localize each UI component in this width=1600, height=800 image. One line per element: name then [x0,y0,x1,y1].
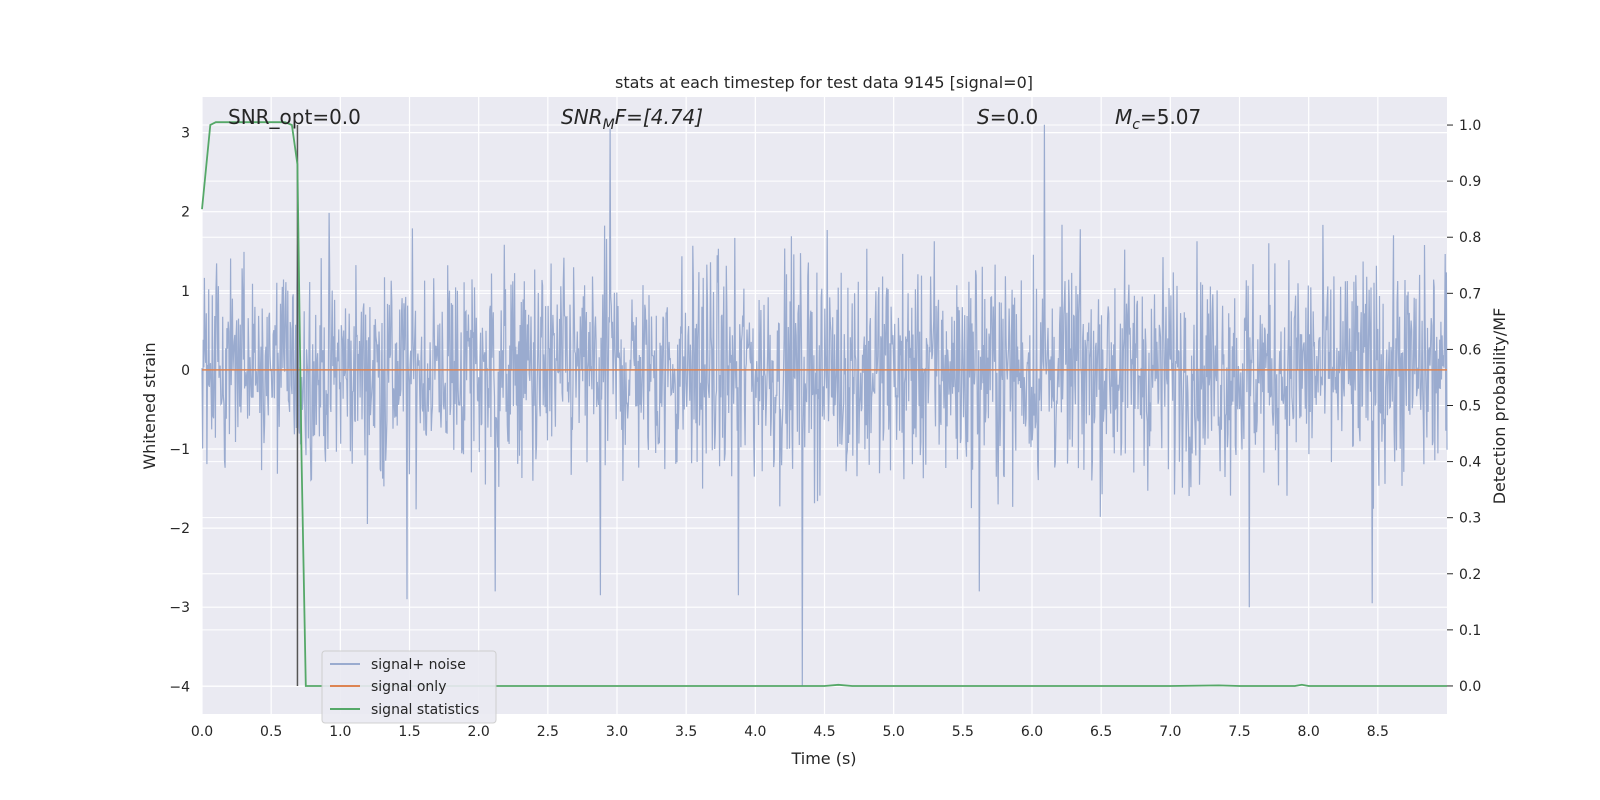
y-right-tick-label: 0.7 [1459,286,1481,302]
legend-label-signal-only: signal only [371,679,446,695]
y-tick-label: 3 [181,126,190,142]
y-right-tick-label: 1.0 [1459,118,1481,134]
x-tick-label: 8.5 [1367,724,1389,740]
annotation-snr-mf-rest: F=[4.74] [615,105,703,129]
x-tick-label: 2.5 [537,724,559,740]
annotation-mc-sub: c [1132,117,1140,133]
x-tick-label: 6.5 [1090,724,1112,740]
annotation-mc-rest: =5.07 [1140,105,1201,129]
y-right-tick-label: 0.8 [1459,230,1481,246]
y-axis-left: −4 −3 −2 −1 0 1 2 3 [169,126,190,696]
y-right-tick-label: 0.2 [1459,567,1481,583]
y-right-tick-label: 0.4 [1459,455,1481,471]
legend: signal+ noise signal only signal statist… [321,650,497,724]
x-tick-label: 4.5 [813,724,835,740]
annotation-s-base: S [977,105,990,129]
y-tick-label: −1 [169,442,190,458]
x-tick-label: 3.0 [606,724,628,740]
series-line-signal-statistics [201,121,1447,687]
y-axis-label-left: Whitened strain [140,342,159,469]
y-tick-label: 0 [181,363,190,379]
y-tick-label: −3 [169,600,190,616]
y-tick-label: 2 [181,205,190,221]
y-right-tick-label: 0.6 [1459,342,1481,358]
legend-label-signal-statistics: signal statistics [371,702,479,718]
x-tick-label: 1.5 [398,724,420,740]
y-axis-label-right: Detection probability/MF [1490,308,1509,505]
x-tick-label: 3.5 [675,724,697,740]
legend-label-signal-noise: signal+ noise [371,657,466,673]
x-tick-label: 7.0 [1159,724,1181,740]
x-tick-label: 4.0 [744,724,766,740]
annotation-snr-mf-sub: M [603,117,615,133]
y-axis-right: 0.0 0.1 0.2 0.3 0.4 0.5 0.6 0.7 0.8 0.9 1.0 [1447,118,1481,695]
annotation-s: S=0.0 [977,105,1038,129]
x-tick-label: 7.5 [1228,724,1250,740]
legend-box [321,650,497,724]
x-tick-label: 8.0 [1298,724,1320,740]
x-tick-label: 1.0 [329,724,351,740]
annotation-mc: Mc=5.07 [1115,105,1201,133]
x-axis: 0.0 0.5 1.0 1.5 2.0 2.5 3.0 3.5 4.0 4.5 5.0 5.5 6.0 6… [191,724,1389,740]
y-right-tick-label: 0.0 [1459,679,1481,695]
x-tick-label: 5.0 [883,724,905,740]
y-right-tick-label: 0.1 [1459,623,1481,639]
annotation-snr-mf-base: SNR [561,105,603,129]
y-tick-label: 1 [181,284,190,300]
x-tick-label: 0.0 [191,724,213,740]
y-right-tick-label: 0.9 [1459,174,1481,190]
x-tick-label: 6.0 [1021,724,1043,740]
chart-title: stats at each timestep for test data 914… [615,73,1033,92]
y-right-tick-label: 0.3 [1459,511,1481,527]
x-axis-label: Time (s) [790,749,856,768]
annotation-s-rest: =0.0 [990,105,1039,129]
annotation-mc-base: M [1115,105,1132,129]
annotation-snr-mf: SNRMF=[4.74] [561,105,703,133]
plot-area [201,121,1448,687]
series-line-signal-noise [201,124,1448,687]
x-tick-label: 5.5 [952,724,974,740]
y-right-tick-label: 0.5 [1459,399,1481,415]
y-tick-label: −2 [169,521,190,537]
x-tick-label: 0.5 [260,724,282,740]
x-tick-label: 2.0 [468,724,490,740]
y-tick-label: −4 [169,679,190,695]
annotation-snr-opt: SNR_opt=0.0 [228,105,361,129]
